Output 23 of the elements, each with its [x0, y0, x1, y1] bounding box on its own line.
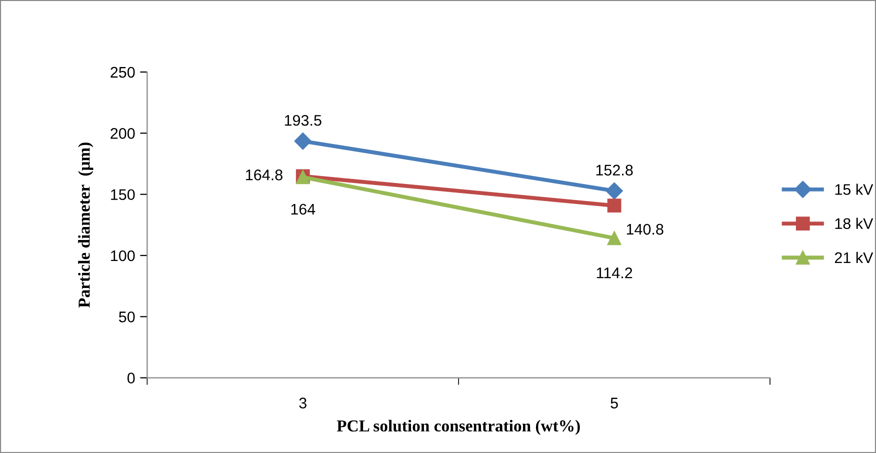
- point: [606, 182, 623, 200]
- point: [607, 198, 622, 213]
- point: [607, 231, 622, 246]
- x-tick-label: 5: [610, 398, 618, 408]
- y-tick-label: 100: [111, 250, 135, 262]
- point: [294, 132, 312, 150]
- data-label: 152.8: [596, 164, 633, 176]
- legend-label: 18 kV: [835, 218, 874, 230]
- data-label: 140.8: [626, 224, 664, 235]
- y-tick-label: 250: [110, 66, 135, 78]
- data-label: 164.8: [246, 170, 282, 180]
- y-tick-label: 200: [110, 128, 135, 139]
- y-axis-title: Particle diameter (μm): [78, 142, 94, 308]
- x-tick-label: 3: [299, 398, 306, 408]
- y-tick-label: 150: [111, 189, 135, 200]
- legend-label: 15 kV: [835, 184, 874, 195]
- y-tick-label: 50: [118, 312, 135, 322]
- data-label: 114.2: [596, 268, 632, 278]
- y-tick-label: 0: [127, 372, 135, 384]
- x-axis-title: PCL solution consentration (wt%): [336, 420, 580, 435]
- legend-label: 21 kV: [834, 252, 874, 263]
- data-label: 164: [291, 204, 316, 215]
- data-label: 193.5: [284, 114, 322, 126]
